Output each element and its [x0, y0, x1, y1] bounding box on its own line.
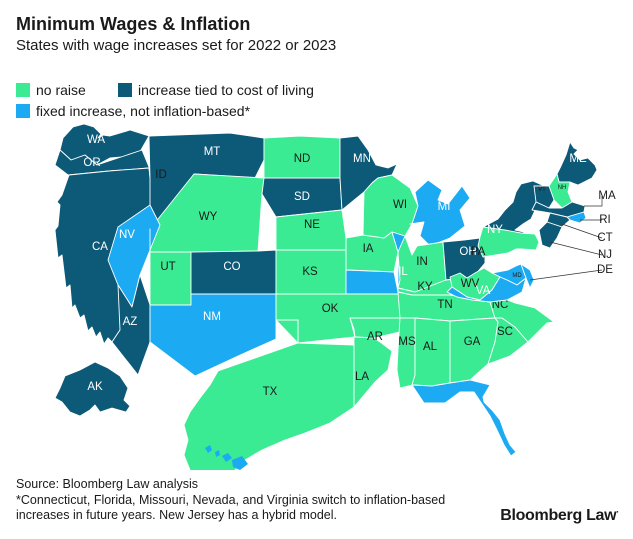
svg-text:FL: FL — [480, 422, 491, 432]
svg-text:MA: MA — [598, 190, 616, 202]
svg-text:DE: DE — [597, 264, 613, 276]
svg-text:NJ: NJ — [598, 249, 612, 261]
svg-text:CT: CT — [597, 232, 612, 244]
